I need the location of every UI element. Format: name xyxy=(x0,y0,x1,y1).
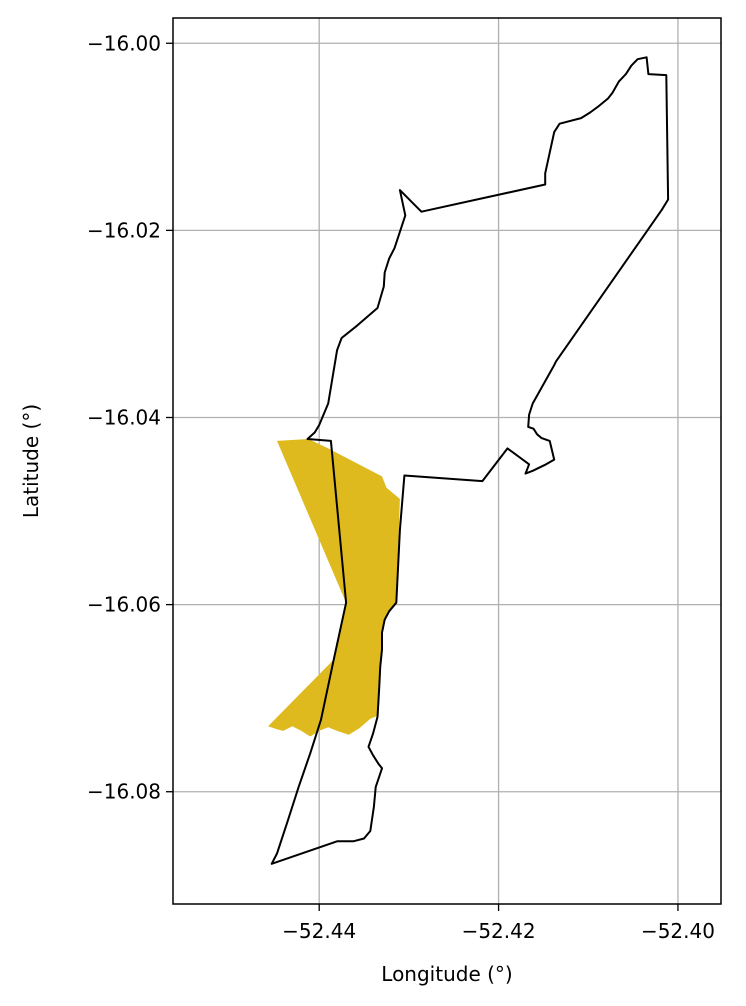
y-tick-label: −16.00 xyxy=(87,31,161,55)
y-axis-label: Latitude (°) xyxy=(19,404,43,518)
x-tick-label: −52.40 xyxy=(641,919,715,943)
plot-frame xyxy=(172,17,722,905)
y-tick-label: −16.04 xyxy=(87,405,161,429)
map-data xyxy=(268,56,670,865)
y-tick-label: −16.06 xyxy=(87,593,161,617)
x-axis-ticks: −52.44 −52.42 −52.40 xyxy=(282,904,715,943)
highlighted-region xyxy=(268,439,400,737)
x-tick-label: −52.44 xyxy=(282,919,356,943)
area-outline xyxy=(270,56,670,865)
y-tick-label: −16.02 xyxy=(87,218,161,242)
y-tick-label: −16.08 xyxy=(87,780,161,804)
x-tick-label: −52.42 xyxy=(462,919,536,943)
y-axis-ticks: −16.00 −16.02 −16.04 −16.06 −16.08 xyxy=(87,31,173,804)
x-axis-label: Longitude (°) xyxy=(381,962,512,986)
grid-lines xyxy=(173,18,721,904)
